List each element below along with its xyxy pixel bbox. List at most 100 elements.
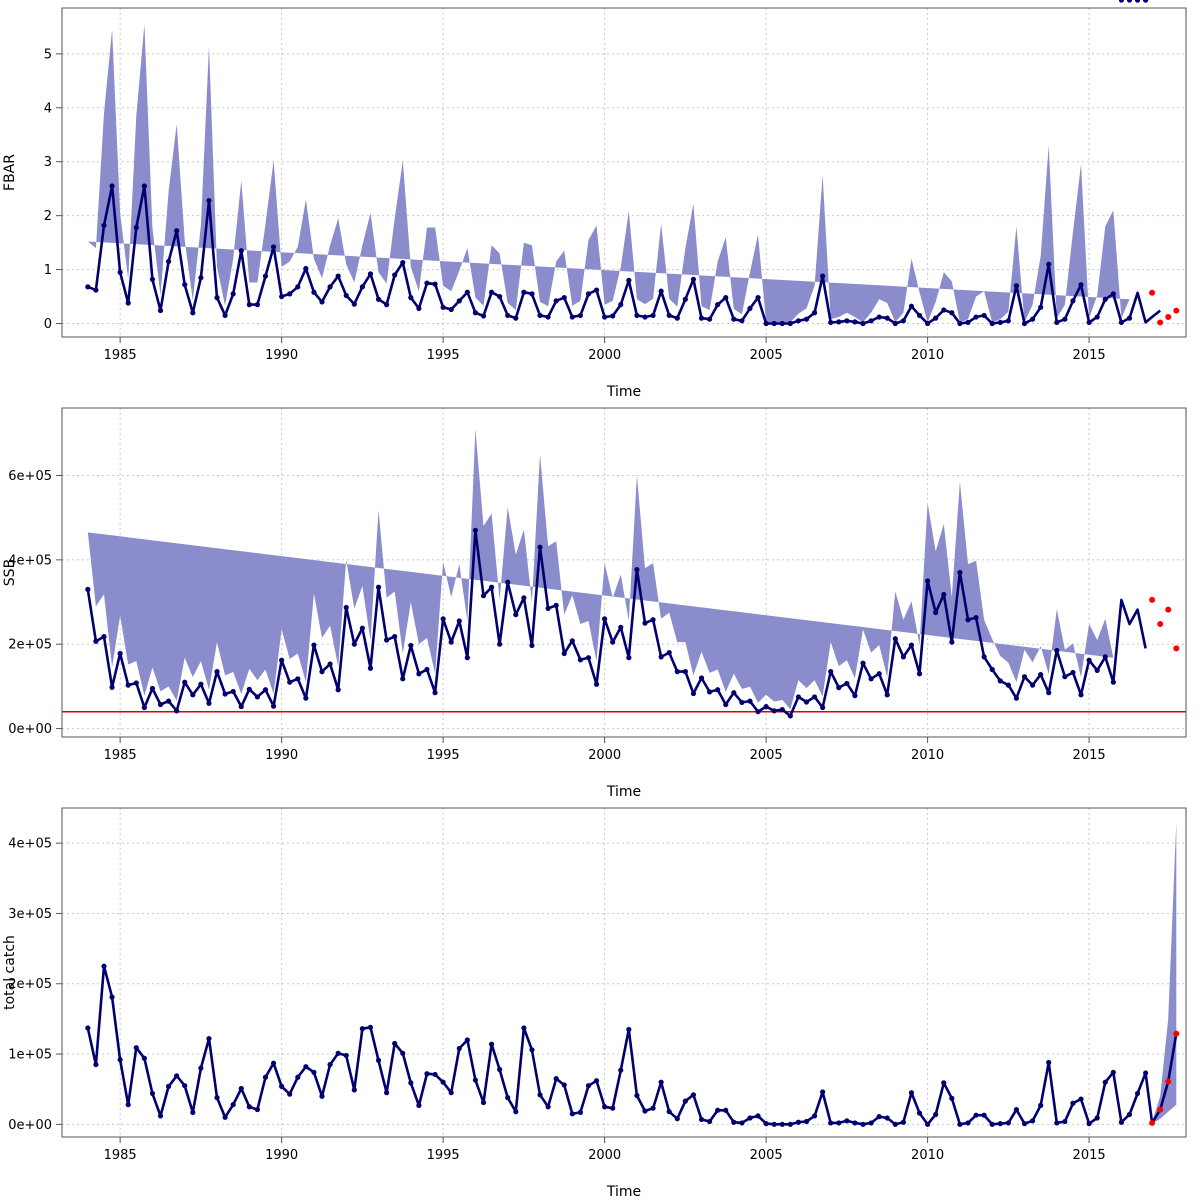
fbar-data-point <box>93 287 99 293</box>
total-catch-data-point <box>739 1120 745 1126</box>
fbar-xtick-label: 2000 <box>588 348 621 363</box>
ssb-data-point <box>868 676 874 682</box>
ssb-data-point <box>545 605 551 611</box>
total-catch-x-axis-title: Time <box>606 1184 641 1200</box>
fbar-data-point <box>1021 320 1028 327</box>
total-catch-data-point <box>706 1118 713 1125</box>
fbar-ytick-label: 0 <box>44 317 52 332</box>
total-catch-data-point <box>908 1090 915 1096</box>
fbar-xtick-label: 1990 <box>265 348 298 363</box>
total-catch-data-point <box>424 1071 430 1077</box>
fbar-projection-point <box>1165 314 1172 321</box>
fbar-data-point <box>1086 319 1092 326</box>
total-catch-data-point <box>795 1119 802 1125</box>
total-catch-data-point <box>981 1112 987 1118</box>
fbar-x-axis-title: Time <box>606 384 641 400</box>
total-catch-data-point <box>157 1113 164 1119</box>
fbar-xtick-label: 1995 <box>427 348 460 363</box>
total-catch-data-point <box>270 1060 277 1066</box>
total-catch-series-line <box>86 964 1178 1126</box>
fbar-data-point <box>900 318 906 324</box>
fbar-data-point <box>1126 315 1133 321</box>
fbar-data-point <box>868 318 874 324</box>
ssb-data-point <box>343 604 349 611</box>
total-catch-data-point <box>287 1091 293 1097</box>
ssb-data-point <box>771 708 777 714</box>
fbar-data-point <box>569 314 575 320</box>
ssb-xtick-label: 1985 <box>104 748 137 763</box>
ssb-data-point <box>505 579 511 585</box>
total-catch-data-point <box>440 1079 446 1085</box>
total-catch-data-point <box>884 1115 890 1121</box>
total-catch-data-point <box>779 1121 785 1127</box>
total-catch-data-point <box>367 1024 374 1030</box>
fbar-data-point <box>561 295 567 301</box>
ssb-data-point <box>876 671 882 677</box>
ssb-data-point <box>182 679 188 685</box>
total-catch-data-point <box>214 1095 220 1101</box>
ssb-data-point <box>981 654 987 660</box>
total-catch-data-point <box>141 1055 147 1061</box>
fbar-data-point <box>1070 298 1076 304</box>
fbar-data-point <box>165 258 172 265</box>
fbar-data-point <box>682 296 688 302</box>
fbar-panel: 1985 1990 1995 2000 2005 2010 2015 0 1 2 3 4 5 Time FB… <box>2 0 1187 400</box>
ssb-data-point <box>1126 0 1133 3</box>
total-catch-ytick-label: 0e+00 <box>8 1118 52 1133</box>
total-catch-data-point <box>343 1052 349 1059</box>
fbar-plot-frame <box>61 7 1187 338</box>
ssb-data-point <box>367 665 374 671</box>
ssb-data-point <box>989 666 995 673</box>
total-catch-data-point <box>820 1089 826 1095</box>
total-catch-data-point <box>900 1119 906 1125</box>
ssb-data-point <box>287 679 293 685</box>
ssb-data-point <box>392 634 398 640</box>
total-catch-data-point <box>497 1066 503 1073</box>
ssb-data-point <box>900 654 906 660</box>
ssb-panel: 1985 1990 1995 2000 2005 2010 20150e+002e+054e… <box>2 0 1187 800</box>
fbar-data-point <box>836 319 842 325</box>
ssb-data-point <box>464 655 470 661</box>
total-catch-plot-frame <box>61 807 1187 1138</box>
ssb-data-point <box>884 692 890 698</box>
total-catch-data-point <box>101 963 107 969</box>
ssb-data-point <box>803 699 810 705</box>
fbar-data-point <box>408 295 414 301</box>
ssb-projection-point <box>1173 645 1180 652</box>
fbar-data-point <box>287 291 293 297</box>
total-catch-ytick-label: 3e+05 <box>8 907 52 922</box>
ssb-data-point <box>165 698 172 704</box>
total-catch-data-point <box>1126 1111 1133 1118</box>
fbar-data-point <box>101 222 107 228</box>
fbar-data-point <box>1062 316 1068 322</box>
total-catch-data-point <box>973 1112 979 1118</box>
total-catch-data-point <box>262 1074 269 1080</box>
total-catch-data-point <box>650 1105 656 1111</box>
ssb-data-point <box>787 713 793 719</box>
fbar-data-point <box>949 310 955 316</box>
fbar-data-point <box>254 302 261 308</box>
fbar-data-point <box>488 289 495 295</box>
fbar-data-point <box>803 316 810 322</box>
fbar-data-point <box>513 315 519 321</box>
ssb-data-point <box>949 639 955 645</box>
total-catch-data-point <box>1062 1118 1068 1125</box>
ssb-data-point <box>85 586 91 592</box>
fbar-data-point <box>739 318 745 324</box>
ssb-data-point <box>327 661 333 667</box>
ssb-data-point <box>335 687 341 693</box>
total-catch-data-point <box>432 1071 438 1078</box>
total-catch-data-point <box>182 1083 188 1089</box>
total-catch-data-point <box>933 1111 939 1118</box>
total-catch-data-point <box>642 1108 648 1114</box>
total-catch-data-point <box>1013 1106 1020 1113</box>
fbar-data-point <box>85 284 91 290</box>
fbar-data-point <box>715 302 721 308</box>
fbar-data-point <box>521 289 527 295</box>
total-catch-data-point <box>1094 1115 1100 1121</box>
fbar-data-point <box>957 320 963 327</box>
fbar-data-point <box>505 312 511 319</box>
ssb-data-point <box>658 654 664 660</box>
total-catch-ytick-label: 2e+05 <box>8 977 52 992</box>
total-catch-data-point <box>698 1116 705 1123</box>
